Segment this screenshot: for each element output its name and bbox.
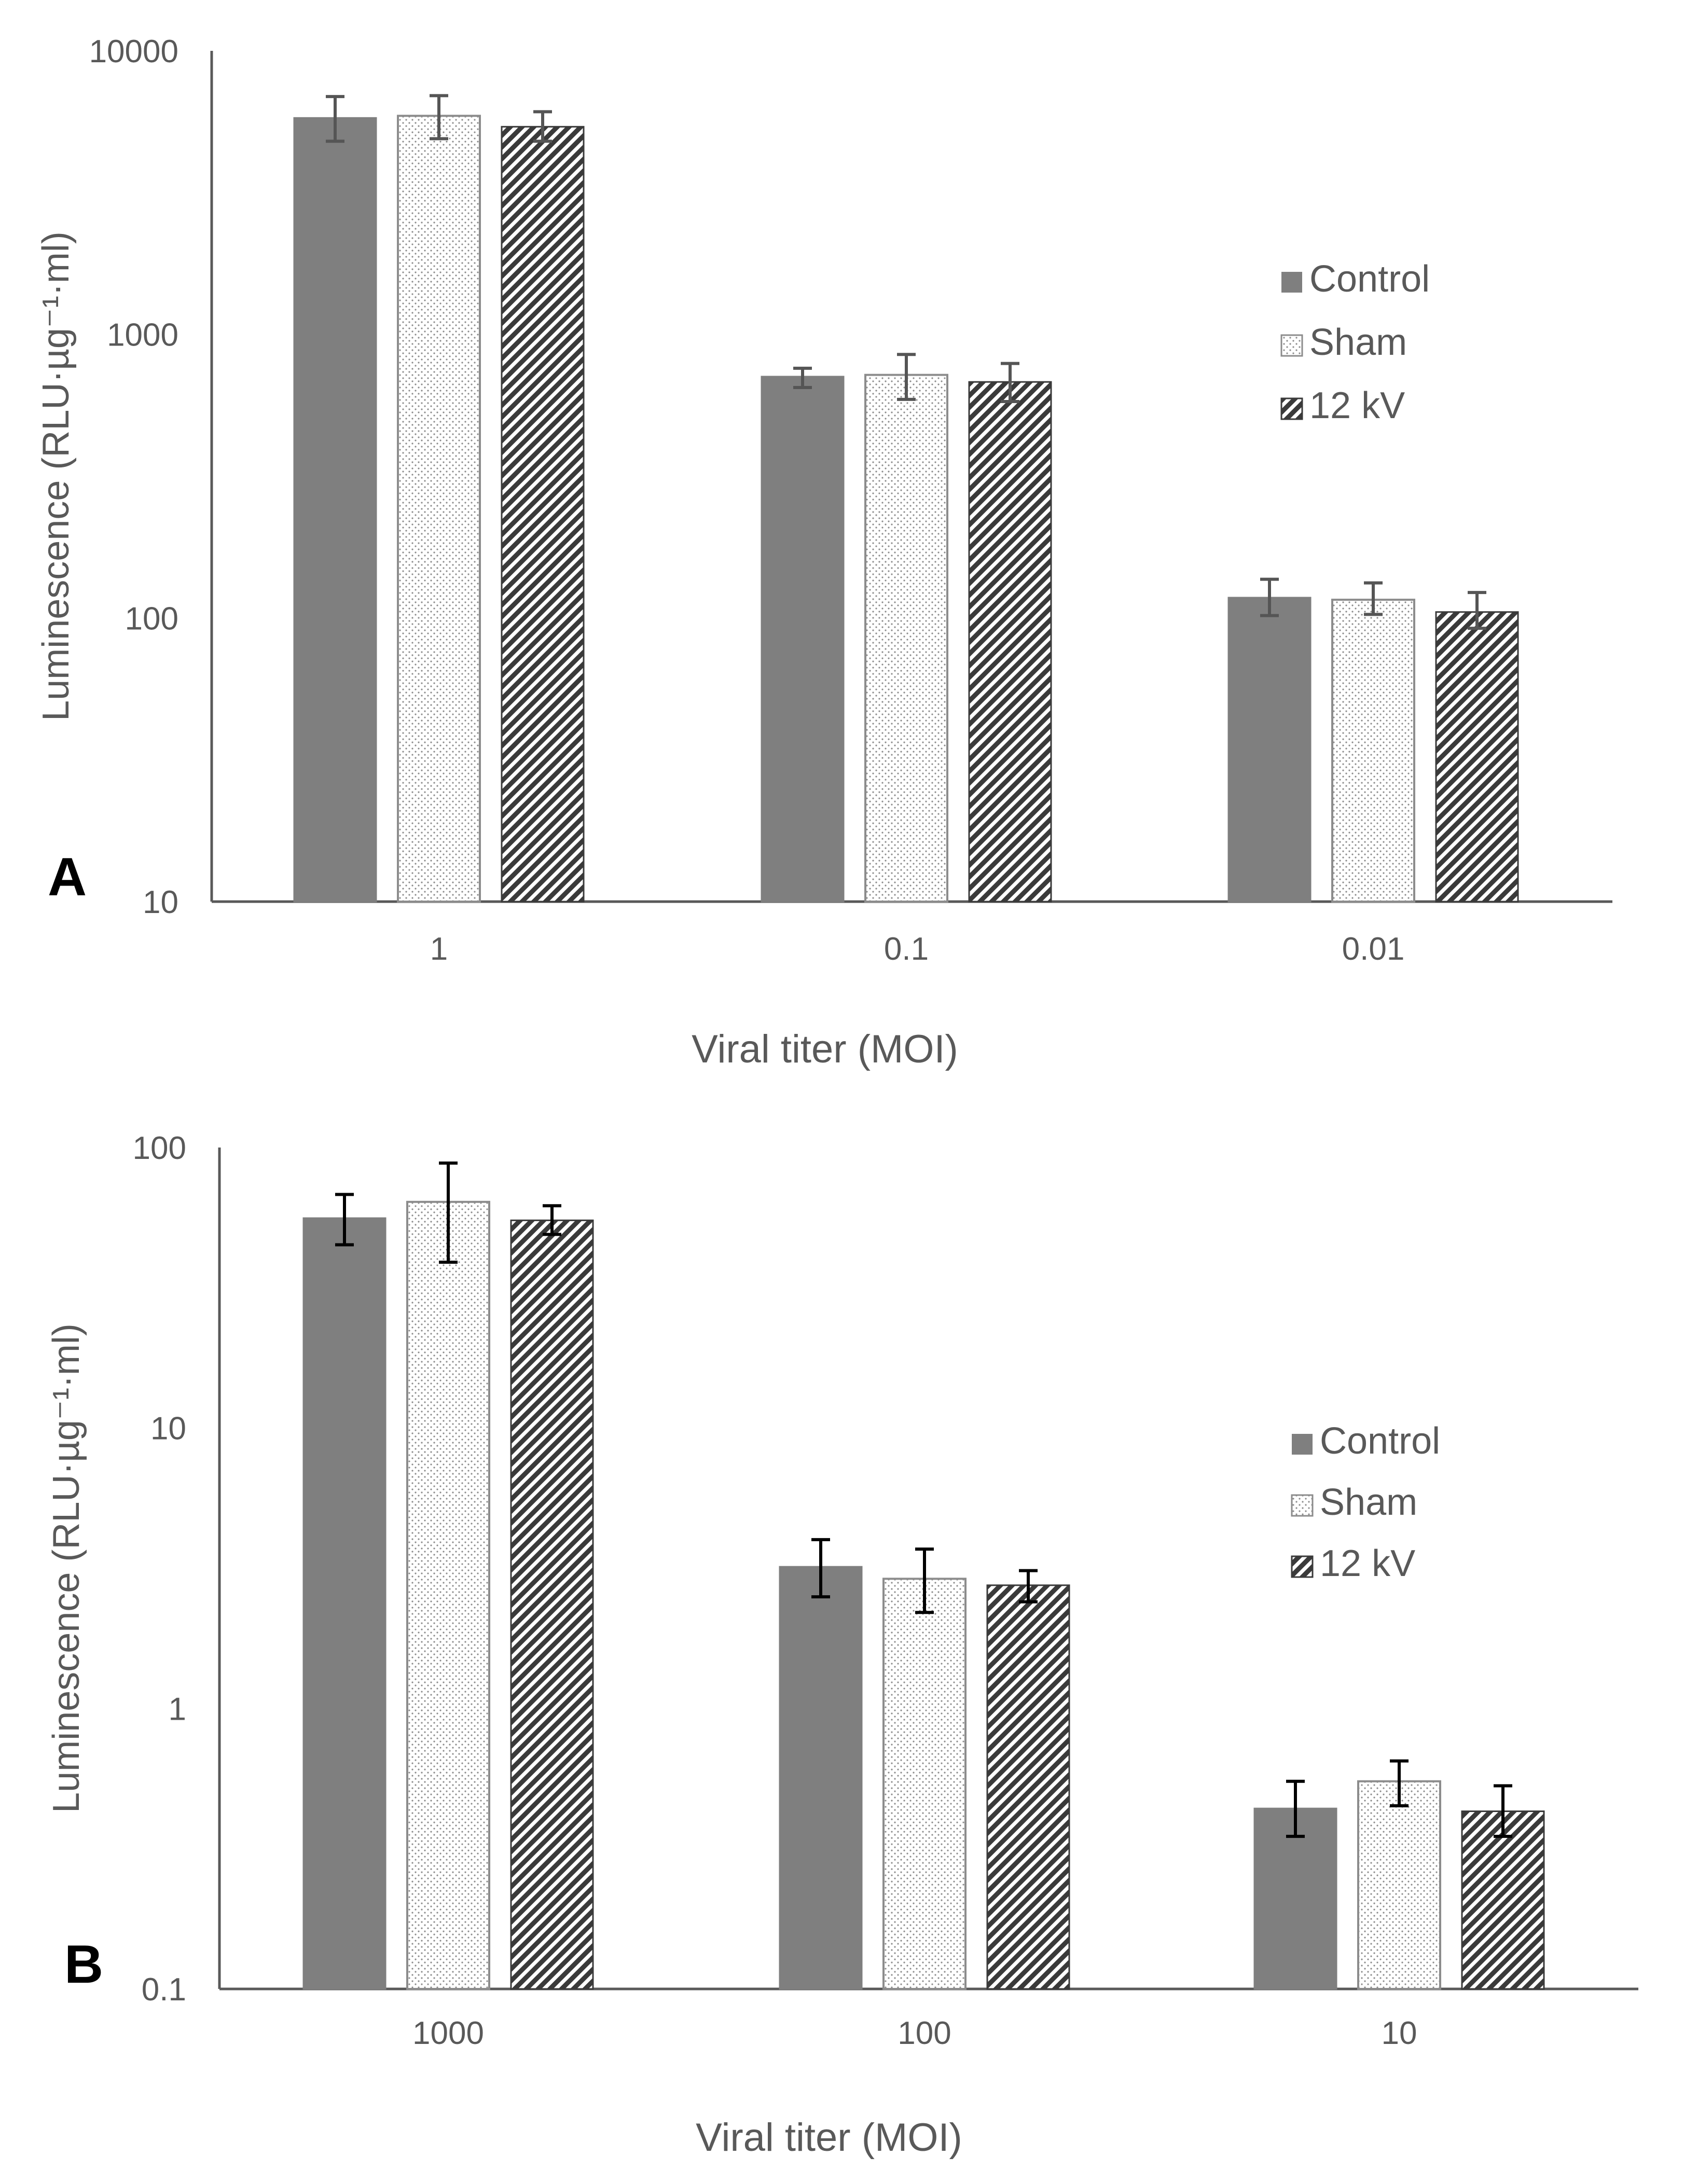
error-bar-12kv-0: [533, 110, 552, 143]
y-tick-labels: 100 10 1 0.1: [133, 1130, 186, 2008]
x-tick-label: 1: [430, 931, 448, 967]
legend: Control Sham 12 kV: [1280, 258, 1430, 426]
bar-control-2: [1253, 1807, 1337, 1990]
x-tick-labels: 1 0.1 0.01: [430, 931, 1405, 967]
legend-label-sham: Sham: [1309, 322, 1407, 363]
legend-swatch-control: [1292, 1434, 1313, 1455]
error-bar-sham-0: [430, 94, 448, 141]
error-bar-12kv-1: [1001, 362, 1019, 403]
error-bar-control-2: [1260, 577, 1279, 617]
bar-control-0: [302, 1217, 387, 1990]
bar-12kv-0: [501, 126, 585, 903]
bar-control-1: [761, 376, 845, 903]
bar-control-2: [1227, 597, 1312, 903]
bars-group: [293, 115, 1519, 903]
bar-control-0: [293, 117, 377, 903]
error-bars-group: [335, 1162, 1512, 1838]
y-tick-label: 1: [169, 1691, 186, 1727]
x-axis-title: Viral titer (MOI): [692, 1027, 958, 1071]
error-bar-12kv-2: [1494, 1784, 1512, 1838]
error-bar-12kv-2: [1468, 591, 1486, 630]
y-tick-label: 1000: [107, 317, 178, 353]
chart-panel-b: 100 10 1 0.1 1000 100 10 Luminescence (RLU·µg…: [46, 1130, 1638, 2160]
bar-sham-0: [406, 1200, 490, 1990]
y-axis-title: Luminescence (RLU·µg⁻¹·ml): [46, 1323, 87, 1813]
error-bar-12kv-1: [1019, 1569, 1038, 1604]
legend-label-12kv: 12 kV: [1309, 385, 1405, 426]
bar-12kv-2: [1435, 611, 1519, 903]
bar-sham-1: [882, 1578, 967, 1990]
bar-12kv-0: [510, 1219, 594, 1990]
bar-control-1: [779, 1566, 863, 1990]
x-axis-title: Viral titer (MOI): [696, 2116, 962, 2160]
bar-12kv-1: [986, 1584, 1070, 1990]
error-bar-12kv-0: [543, 1204, 561, 1236]
x-tick-label: 100: [898, 2015, 951, 2051]
bar-sham-1: [864, 374, 948, 903]
y-tick-label: 10: [143, 884, 178, 920]
bar-12kv-2: [1461, 1810, 1545, 1990]
error-bars-group: [326, 94, 1486, 630]
error-bar-sham-1: [897, 353, 916, 401]
panel-label-a: A: [48, 847, 87, 907]
chart-panel-a: 10000 1000 100 10 1 0.1 0.01 Luminescence (RL…: [35, 34, 1612, 1071]
error-bar-control-1: [793, 366, 812, 389]
legend-swatch-sham: [1280, 334, 1303, 357]
y-tick-label: 10: [150, 1411, 186, 1447]
error-bar-control-0: [326, 95, 344, 143]
legend-swatch-12kv: [1280, 397, 1303, 420]
y-tick-labels: 10000 1000 100 10: [89, 34, 178, 920]
error-bar-control-0: [335, 1193, 354, 1247]
y-tick-label: 10000: [89, 34, 178, 70]
error-bar-sham-1: [915, 1547, 934, 1614]
x-tick-label: 1000: [412, 2015, 484, 2051]
x-tick-label: 0.01: [1342, 931, 1405, 967]
y-tick-label: 100: [125, 601, 178, 637]
legend-label-12kv: 12 kV: [1320, 1543, 1415, 1584]
legend-swatch-12kv: [1291, 1555, 1314, 1578]
y-axis-title: Luminescence (RLU·µg⁻¹·ml): [35, 231, 77, 721]
legend-label-control: Control: [1309, 258, 1430, 300]
x-tick-label: 10: [1382, 2015, 1417, 2051]
bars-group: [302, 1200, 1545, 1991]
error-bar-control-2: [1286, 1779, 1305, 1838]
legend-swatch-sham: [1291, 1494, 1314, 1517]
bar-sham-2: [1357, 1780, 1441, 1991]
x-tick-labels: 1000 100 10: [412, 2015, 1417, 2051]
y-tick-label: 100: [133, 1130, 186, 1166]
bar-sham-0: [397, 115, 481, 903]
panel-label-b: B: [64, 1934, 103, 1995]
error-bar-control-1: [811, 1538, 830, 1599]
x-tick-label: 0.1: [884, 931, 929, 967]
error-bar-sham-2: [1364, 581, 1383, 616]
bar-12kv-1: [968, 381, 1052, 903]
legend-swatch-control: [1281, 272, 1302, 293]
error-bar-sham-2: [1390, 1759, 1409, 1807]
y-tick-label: 0.1: [142, 1972, 186, 2008]
legend-label-sham: Sham: [1320, 1482, 1417, 1523]
bar-sham-2: [1331, 599, 1415, 903]
legend: Control Sham 12 kV: [1291, 1420, 1440, 1584]
error-bar-sham-0: [439, 1162, 458, 1264]
legend-label-control: Control: [1320, 1420, 1440, 1462]
